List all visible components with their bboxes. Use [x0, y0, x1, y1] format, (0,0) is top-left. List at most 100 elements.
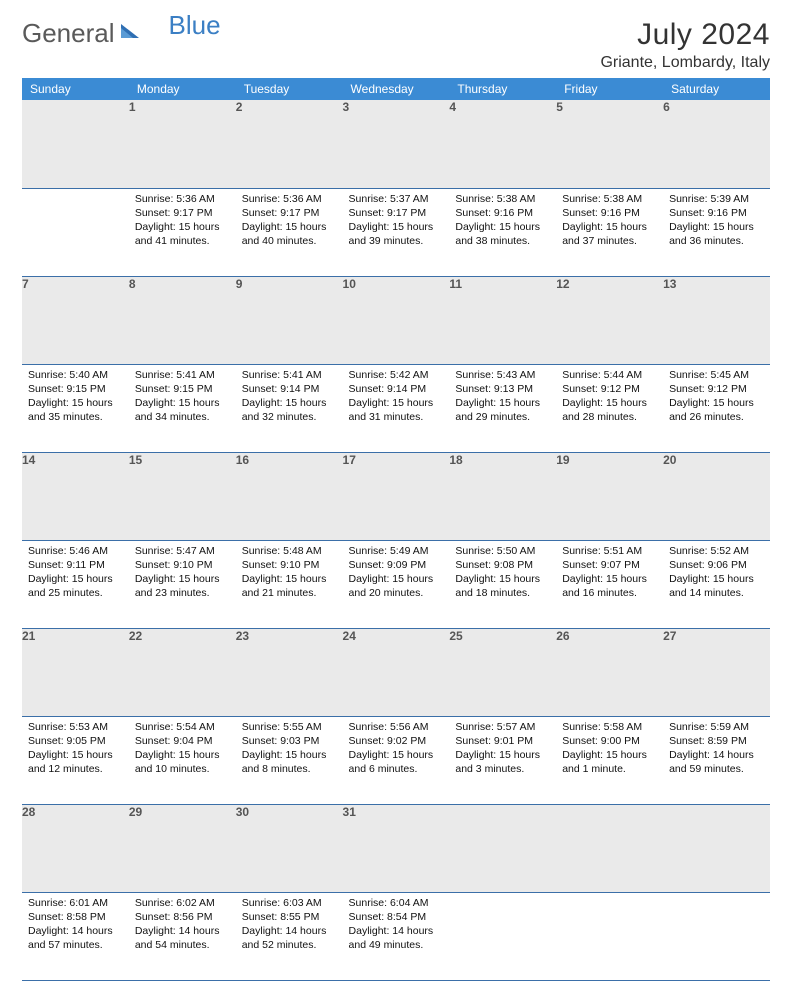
- day-details: Sunrise: 5:44 AMSunset: 9:12 PMDaylight:…: [556, 365, 663, 431]
- daylight-line: Daylight: 15 hours and 34 minutes.: [135, 396, 230, 424]
- sunset-line: Sunset: 9:12 PM: [669, 382, 764, 396]
- location-subtitle: Griante, Lombardy, Italy: [600, 54, 770, 72]
- sunrise-line: Sunrise: 5:57 AM: [455, 720, 550, 734]
- day-cell: Sunrise: 5:38 AMSunset: 9:16 PMDaylight:…: [449, 188, 556, 276]
- day-details: Sunrise: 5:42 AMSunset: 9:14 PMDaylight:…: [343, 365, 450, 431]
- daylight-line: Daylight: 15 hours and 40 minutes.: [242, 220, 337, 248]
- daylight-line: Daylight: 15 hours and 20 minutes.: [349, 572, 444, 600]
- day-number-cell: 9: [236, 276, 343, 364]
- week-row: Sunrise: 5:46 AMSunset: 9:11 PMDaylight:…: [22, 540, 770, 628]
- sunrise-line: Sunrise: 5:48 AM: [242, 544, 337, 558]
- day-cell: Sunrise: 5:55 AMSunset: 9:03 PMDaylight:…: [236, 716, 343, 804]
- day-cell: Sunrise: 5:36 AMSunset: 9:17 PMDaylight:…: [236, 188, 343, 276]
- daylight-line: Daylight: 15 hours and 3 minutes.: [455, 748, 550, 776]
- day-cell: [663, 892, 770, 980]
- weekday-header: Sunday: [22, 78, 129, 100]
- day-number-cell: 16: [236, 452, 343, 540]
- day-details: Sunrise: 5:41 AMSunset: 9:14 PMDaylight:…: [236, 365, 343, 431]
- sunrise-line: Sunrise: 5:59 AM: [669, 720, 764, 734]
- day-details: Sunrise: 5:58 AMSunset: 9:00 PMDaylight:…: [556, 717, 663, 783]
- day-cell: Sunrise: 5:43 AMSunset: 9:13 PMDaylight:…: [449, 364, 556, 452]
- day-number-cell: 24: [343, 628, 450, 716]
- sunrise-line: Sunrise: 5:54 AM: [135, 720, 230, 734]
- day-number-cell: 11: [449, 276, 556, 364]
- sunrise-line: Sunrise: 6:02 AM: [135, 896, 230, 910]
- day-details: Sunrise: 5:56 AMSunset: 9:02 PMDaylight:…: [343, 717, 450, 783]
- day-details: Sunrise: 6:01 AMSunset: 8:58 PMDaylight:…: [22, 893, 129, 959]
- sunrise-line: Sunrise: 5:41 AM: [242, 368, 337, 382]
- sunrise-line: Sunrise: 5:50 AM: [455, 544, 550, 558]
- day-number-cell: 18: [449, 452, 556, 540]
- daylight-line: Daylight: 14 hours and 52 minutes.: [242, 924, 337, 952]
- day-cell: Sunrise: 6:02 AMSunset: 8:56 PMDaylight:…: [129, 892, 236, 980]
- day-details: Sunrise: 5:36 AMSunset: 9:17 PMDaylight:…: [129, 189, 236, 255]
- day-number-row: 14151617181920: [22, 452, 770, 540]
- day-cell: Sunrise: 5:49 AMSunset: 9:09 PMDaylight:…: [343, 540, 450, 628]
- day-number-cell: [556, 804, 663, 892]
- sunset-line: Sunset: 9:06 PM: [669, 558, 764, 572]
- sunrise-line: Sunrise: 6:01 AM: [28, 896, 123, 910]
- daylight-line: Daylight: 15 hours and 36 minutes.: [669, 220, 764, 248]
- calendar-header-row: SundayMondayTuesdayWednesdayThursdayFrid…: [22, 78, 770, 100]
- sunrise-line: Sunrise: 5:43 AM: [455, 368, 550, 382]
- day-number-cell: 7: [22, 276, 129, 364]
- day-details: Sunrise: 5:38 AMSunset: 9:16 PMDaylight:…: [556, 189, 663, 255]
- sunset-line: Sunset: 9:01 PM: [455, 734, 550, 748]
- weekday-header: Thursday: [449, 78, 556, 100]
- daylight-line: Daylight: 14 hours and 54 minutes.: [135, 924, 230, 952]
- sunset-line: Sunset: 9:10 PM: [242, 558, 337, 572]
- sunset-line: Sunset: 9:03 PM: [242, 734, 337, 748]
- daylight-line: Daylight: 15 hours and 39 minutes.: [349, 220, 444, 248]
- day-cell: Sunrise: 5:44 AMSunset: 9:12 PMDaylight:…: [556, 364, 663, 452]
- daylight-line: Daylight: 15 hours and 1 minute.: [562, 748, 657, 776]
- sunset-line: Sunset: 9:11 PM: [28, 558, 123, 572]
- day-number-cell: 29: [129, 804, 236, 892]
- day-cell: Sunrise: 5:56 AMSunset: 9:02 PMDaylight:…: [343, 716, 450, 804]
- day-details: Sunrise: 5:47 AMSunset: 9:10 PMDaylight:…: [129, 541, 236, 607]
- daylight-line: Daylight: 15 hours and 21 minutes.: [242, 572, 337, 600]
- daylight-line: Daylight: 15 hours and 38 minutes.: [455, 220, 550, 248]
- sunset-line: Sunset: 9:17 PM: [242, 206, 337, 220]
- day-number-cell: 3: [343, 100, 450, 188]
- daylight-line: Daylight: 15 hours and 28 minutes.: [562, 396, 657, 424]
- day-cell: [556, 892, 663, 980]
- day-number-cell: 26: [556, 628, 663, 716]
- daylight-line: Daylight: 15 hours and 6 minutes.: [349, 748, 444, 776]
- day-details: Sunrise: 5:48 AMSunset: 9:10 PMDaylight:…: [236, 541, 343, 607]
- day-cell: Sunrise: 5:57 AMSunset: 9:01 PMDaylight:…: [449, 716, 556, 804]
- sunset-line: Sunset: 9:09 PM: [349, 558, 444, 572]
- day-cell: Sunrise: 5:53 AMSunset: 9:05 PMDaylight:…: [22, 716, 129, 804]
- day-details: Sunrise: 5:41 AMSunset: 9:15 PMDaylight:…: [129, 365, 236, 431]
- daylight-line: Daylight: 15 hours and 14 minutes.: [669, 572, 764, 600]
- day-number-cell: 27: [663, 628, 770, 716]
- day-cell: Sunrise: 5:40 AMSunset: 9:15 PMDaylight:…: [22, 364, 129, 452]
- weekday-header: Friday: [556, 78, 663, 100]
- weekday-header: Tuesday: [236, 78, 343, 100]
- sunrise-line: Sunrise: 5:38 AM: [455, 192, 550, 206]
- logo-flag-icon: [119, 20, 141, 47]
- daylight-line: Daylight: 15 hours and 41 minutes.: [135, 220, 230, 248]
- day-cell: Sunrise: 5:39 AMSunset: 9:16 PMDaylight:…: [663, 188, 770, 276]
- sunset-line: Sunset: 9:16 PM: [455, 206, 550, 220]
- day-details: Sunrise: 5:54 AMSunset: 9:04 PMDaylight:…: [129, 717, 236, 783]
- sunrise-line: Sunrise: 6:03 AM: [242, 896, 337, 910]
- sunset-line: Sunset: 8:58 PM: [28, 910, 123, 924]
- day-details: Sunrise: 5:38 AMSunset: 9:16 PMDaylight:…: [449, 189, 556, 255]
- sunrise-line: Sunrise: 5:37 AM: [349, 192, 444, 206]
- day-details: Sunrise: 5:43 AMSunset: 9:13 PMDaylight:…: [449, 365, 556, 431]
- sunrise-line: Sunrise: 5:56 AM: [349, 720, 444, 734]
- day-cell: Sunrise: 6:01 AMSunset: 8:58 PMDaylight:…: [22, 892, 129, 980]
- day-number-cell: 30: [236, 804, 343, 892]
- sunset-line: Sunset: 9:17 PM: [135, 206, 230, 220]
- sunset-line: Sunset: 8:56 PM: [135, 910, 230, 924]
- day-number-cell: [22, 100, 129, 188]
- day-cell: Sunrise: 5:48 AMSunset: 9:10 PMDaylight:…: [236, 540, 343, 628]
- day-details: Sunrise: 5:49 AMSunset: 9:09 PMDaylight:…: [343, 541, 450, 607]
- daylight-line: Daylight: 14 hours and 59 minutes.: [669, 748, 764, 776]
- day-cell: Sunrise: 5:42 AMSunset: 9:14 PMDaylight:…: [343, 364, 450, 452]
- week-row: Sunrise: 5:40 AMSunset: 9:15 PMDaylight:…: [22, 364, 770, 452]
- sunset-line: Sunset: 9:16 PM: [562, 206, 657, 220]
- sunset-line: Sunset: 9:04 PM: [135, 734, 230, 748]
- sunset-line: Sunset: 9:05 PM: [28, 734, 123, 748]
- sunrise-line: Sunrise: 5:41 AM: [135, 368, 230, 382]
